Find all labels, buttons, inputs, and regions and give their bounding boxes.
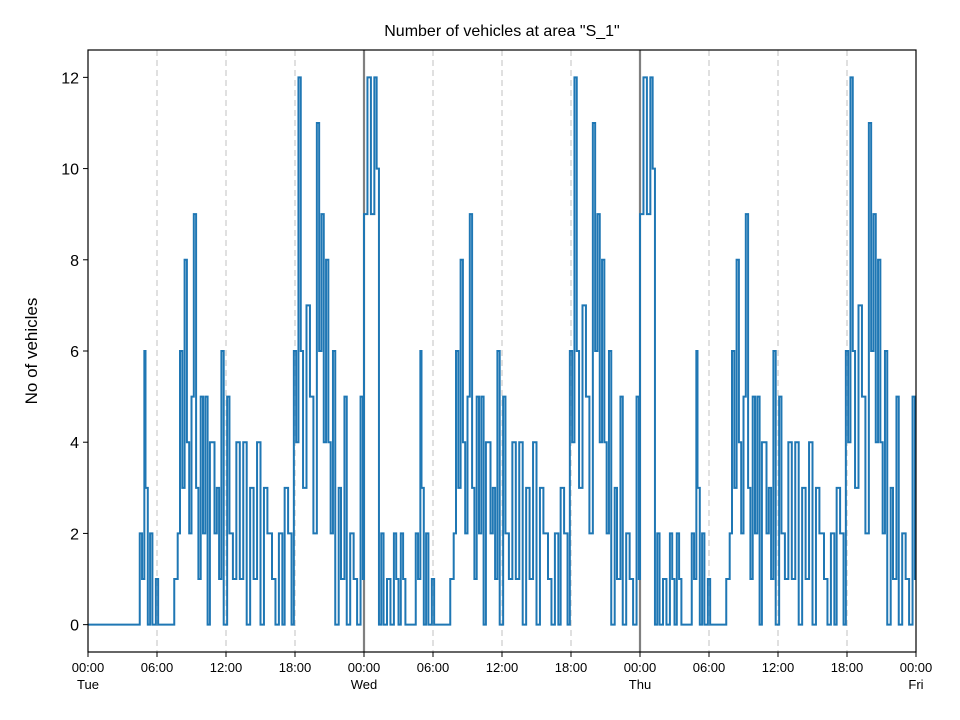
day-label: Tue [77,677,99,692]
chart-title: Number of vehicles at area "S_1" [384,23,619,40]
day-label: Fri [908,677,923,692]
y-tick-label: 8 [70,253,79,270]
data-line [88,76,916,626]
y-tick-label: 0 [70,618,79,635]
day-label: Wed [351,677,378,692]
y-tick-label: 6 [70,344,79,361]
x-tick-label: 18:00 [555,660,588,675]
x-tick-label: 00:00 [72,660,105,675]
y-tick-label: 12 [61,70,79,87]
x-tick-label: 06:00 [417,660,450,675]
y-axis-label: No of vehicles [22,298,41,405]
day-label: Thu [629,677,651,692]
y-tick-label: 4 [70,435,79,452]
plot-frame [87,49,917,653]
x-tick-label: 06:00 [693,660,726,675]
x-tick-label: 06:00 [141,660,174,675]
x-tick-label: 00:00 [348,660,381,675]
x-tick-label: 18:00 [279,660,312,675]
y-tick-label: 10 [61,162,79,179]
y-tick-label: 2 [70,526,79,543]
x-tick-label: 18:00 [831,660,864,675]
x-tick-label: 12:00 [210,660,243,675]
x-tick-label: 00:00 [624,660,657,675]
x-tick-label: 12:00 [762,660,795,675]
x-tick-label: 00:00 [900,660,933,675]
x-tick-label: 12:00 [486,660,519,675]
